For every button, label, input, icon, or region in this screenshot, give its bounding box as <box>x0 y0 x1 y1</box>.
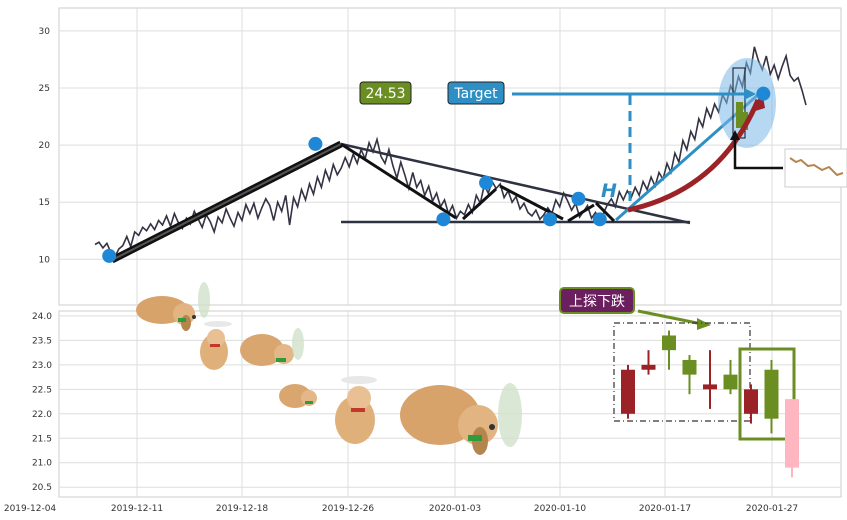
target-box <box>447 81 505 105</box>
pattern-marker <box>308 136 323 151</box>
bottom-y-tick-label: 24.0 <box>32 312 52 322</box>
dog-illustration-1 <box>136 282 210 331</box>
pattern-marker <box>571 191 586 206</box>
candle-body <box>662 335 676 351</box>
value-box-text: 24.53 <box>365 86 405 102</box>
bottom-y-tick-label: 21.0 <box>32 459 52 469</box>
top-y-tick-label: 25 <box>39 84 50 94</box>
x-tick-label: 2019-12-26 <box>322 504 375 514</box>
mini-candle-2 <box>742 112 748 130</box>
callout-connector <box>733 136 783 170</box>
candlesticks <box>621 330 799 478</box>
green-highlight-box <box>738 347 796 441</box>
pattern-marker <box>102 248 117 263</box>
candle-body <box>621 369 635 414</box>
top-grid <box>59 8 841 305</box>
pattern-label-arrow <box>637 309 703 326</box>
bottom-y-tick-label: 21.5 <box>32 434 52 444</box>
top-panel-frame <box>58 7 842 306</box>
x-tick-label: 2020-01-27 <box>746 504 798 514</box>
bottom-y-tick-label: 20.5 <box>32 483 52 493</box>
target-arrow-head <box>744 88 756 100</box>
top-y-tick-label: 30 <box>39 27 51 37</box>
value-box <box>359 81 412 105</box>
bottom-y-tick-label: 22.5 <box>32 385 52 395</box>
top-y-ticks: 10 15 20 25 30 <box>39 27 51 265</box>
x-tick-label: 2020-01-17 <box>639 504 691 514</box>
x-tick-label: 2020-01-10 <box>534 504 587 514</box>
x-tick-label: 2020-01-03 <box>429 504 481 514</box>
height-label: H <box>601 180 617 202</box>
mini-candle <box>736 102 743 128</box>
dog-illustration-4 <box>279 384 317 408</box>
rising-trendline-inner <box>111 143 342 261</box>
candle-body <box>744 389 758 414</box>
bottom-y-tick-label: 22.0 <box>32 410 52 420</box>
candle-body <box>641 364 656 370</box>
candle-body <box>682 359 697 375</box>
inset-thumbnail-art <box>789 157 844 177</box>
pattern-marker <box>436 212 451 227</box>
pattern-marker <box>543 212 558 227</box>
x-tick-label: 2019-12-04 <box>4 504 57 514</box>
top-y-tick-label: 15 <box>39 198 50 208</box>
candle-body <box>703 384 717 390</box>
bottom-y-tick-label: 23.5 <box>32 336 52 346</box>
pattern-label-text: 上探下跌 <box>569 294 625 310</box>
top-y-tick-label: 10 <box>39 255 51 265</box>
target-box-text: Target <box>453 86 498 102</box>
pattern-dashed-box <box>613 322 751 422</box>
pattern-label-arrow-head <box>697 318 711 330</box>
target-highlight-ellipse <box>718 58 776 148</box>
pattern-markers <box>102 86 771 263</box>
inset-thumbnail <box>784 148 847 188</box>
dog-illustration-3 <box>240 328 304 366</box>
dog-illustration-6 <box>400 383 522 455</box>
dog-illustration-2 <box>200 321 232 370</box>
bottom-y-tick-label: 23.0 <box>32 361 52 371</box>
pattern-marker <box>479 175 494 190</box>
candle-body <box>764 369 779 419</box>
top-y-tick-label: 20 <box>39 141 51 151</box>
decorative-dogs <box>136 282 522 455</box>
dog-illustration-5 <box>335 376 377 444</box>
candle-body <box>785 399 799 468</box>
price-line <box>94 46 807 259</box>
x-tick-label: 2019-12-18 <box>216 504 269 514</box>
pattern-marker <box>592 212 607 227</box>
pattern-label-box <box>559 287 635 314</box>
candle-body <box>723 374 738 390</box>
callout-arrow-head <box>730 130 740 140</box>
x-tick-label: 2019-12-11 <box>111 504 163 514</box>
bottom-y-ticks: 24.0 23.5 23.0 22.5 22.0 21.5 21.0 20.5 <box>32 312 52 493</box>
pattern-marker <box>756 86 771 101</box>
curved-breakout-arrow <box>627 99 761 213</box>
x-ticks: 2019-12-04 2019-12-11 2019-12-18 2019-12-26… <box>4 504 798 514</box>
